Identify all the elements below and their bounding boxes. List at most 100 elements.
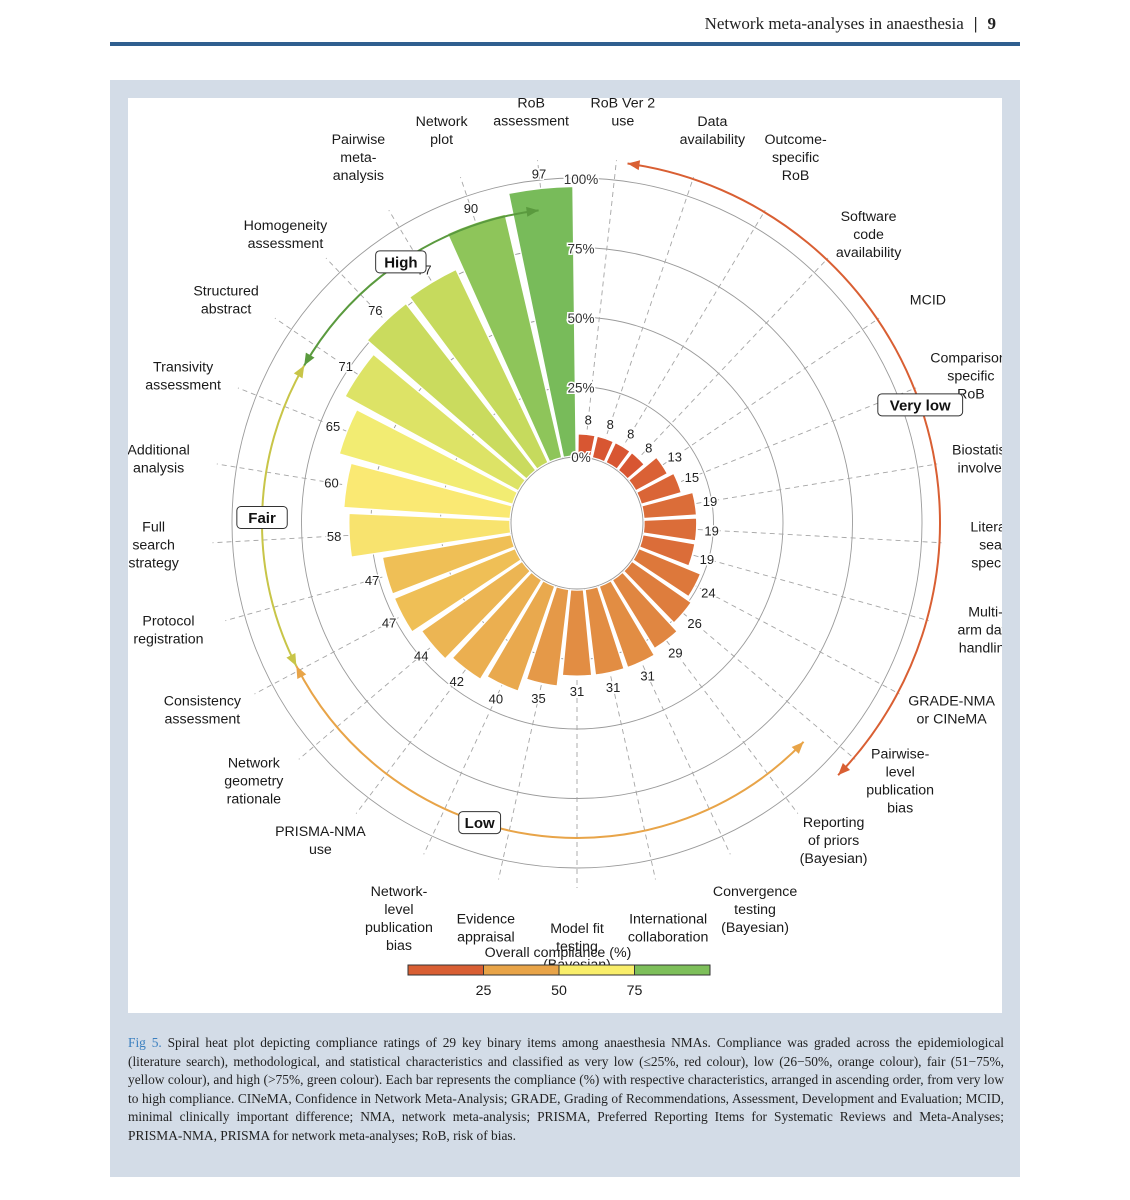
category-label-line: appraisal [457,930,515,946]
legend-swatch-very-low [407,964,484,976]
category-label-line: bias [386,938,412,954]
category-label-line: Homogeneity [244,218,329,234]
category-label-line: RoB Ver 2 [591,98,656,111]
category-label-line: assessment [165,711,241,727]
value-label-20: 47 [382,616,396,631]
bar-10 [631,547,702,598]
category-label-11: Pairwise-level publication bias [866,747,934,817]
category-label-13: Convergence testing (Bayesian) [713,884,798,936]
bar-17 [485,579,556,693]
caption-label: Fig 5. [128,1035,162,1050]
grid-circle [231,177,923,869]
category-label-line: level [886,765,915,781]
category-label-17: Network-level publication bias [365,884,433,954]
value-label-14: 31 [606,680,620,695]
bar-11 [622,560,693,624]
category-label-line: (Bayesian) [800,851,868,867]
radial-tick-label: 0% [571,450,591,465]
caption-text: Spiral heat plot depicting compliance ra… [128,1035,1004,1143]
value-label-10: 24 [701,586,715,601]
running-header: Network meta-analyses in anaesthesia | 9 [705,14,996,34]
category-label-6: Comparison-specific RoB [930,351,1002,403]
category-label-3: Outcome-specific RoB [764,132,827,184]
category-label-line: Network [228,756,281,772]
header-rule [110,42,1020,46]
category-label-line: International [629,912,707,928]
arrowhead-icon [293,365,305,379]
category-label-line: Reporting [803,815,865,831]
value-label-16: 35 [531,691,545,706]
category-label-line: abstract [201,302,252,318]
arrowhead-icon [627,160,641,171]
spoke-line [597,176,694,460]
category-label-20: Consistency assessment [164,693,242,727]
figure-caption: Fig 5. Spiral heat plot depicting compli… [128,1034,1004,1145]
category-label-line: Full [142,520,165,536]
value-label-25: 71 [339,359,353,374]
bar-7 [640,491,698,520]
spiral-heat-plot: 0%25%50%75%100%8 888131519191924262931313… [128,98,1002,999]
category-label-29: RoB assessment [493,98,569,129]
arrowhead-icon [791,741,804,754]
category-label-line: handling [959,640,1002,656]
value-label-19: 44 [414,648,428,663]
arrowhead-icon [304,352,315,366]
category-label-line: code [853,227,884,243]
bar-20 [393,547,523,633]
category-label-line: level [384,902,413,918]
category-label-line: PRISMA-NMA [275,824,366,840]
value-label-2: 8 [607,417,614,432]
category-label-14: International collaboration [628,912,708,946]
group-label-very-low: Very low [890,397,951,414]
category-label-7: Biostatistician involvement [952,443,1002,477]
category-label-line: registration [133,631,203,647]
bar-22 [348,512,512,559]
category-label-2: Data availability [680,114,746,148]
bar-25 [343,353,527,492]
radial-tick-label: 50% [567,311,594,326]
value-label-13: 31 [640,669,654,684]
spoke-line [632,317,880,486]
value-label-15: 31 [570,684,584,699]
category-label-line: Network [416,114,469,130]
category-label-line: Biostatistician [952,443,1002,459]
category-label-line: analysis [333,168,384,184]
center-hole [510,456,644,590]
value-label-4: 8 [645,440,652,455]
page-number: 9 [987,14,997,33]
legend-swatch-low [483,964,560,976]
bar-29 [507,185,577,459]
value-label-6: 15 [685,470,699,485]
category-label-line: or CINeMA [917,711,988,727]
category-label-line: Model fit [550,921,604,937]
category-label-5: MCID [910,293,946,309]
value-label-22: 58 [327,529,341,544]
category-label-line: availability [680,132,746,148]
value-label-1: 8 [585,412,592,427]
category-label-line: specialist [971,556,1002,572]
group-label-low: Low [465,815,495,832]
category-label-line: plot [430,132,453,148]
legend-swatch-fair [558,964,635,976]
bar-26 [366,302,537,481]
category-label-line: bias [887,801,913,817]
category-label-10: GRADE-NMA or CINeMA [908,693,995,727]
header-separator: | [973,14,978,33]
category-label-23: Additional analysis [128,443,190,477]
radial-tick-label: 100% [564,172,599,187]
category-label-22: Full search strategy [128,520,179,572]
legend-tick-label: 50 [551,983,567,999]
category-label-4: Software code availability [836,209,902,261]
category-label-line: involvement [958,461,1002,477]
group-label-fair: Fair [248,510,276,527]
legend-title: Overall compliance (%) [485,945,632,961]
category-label-line: Consistency [164,693,242,709]
category-label-line: publication [365,920,433,936]
value-label-11: 26 [687,616,701,631]
bar-8 [642,517,698,542]
category-label-line: Evidence [457,912,515,928]
category-label-line: testing [734,902,776,918]
category-label-line: Pairwise [332,132,386,148]
bar-27 [408,268,550,471]
